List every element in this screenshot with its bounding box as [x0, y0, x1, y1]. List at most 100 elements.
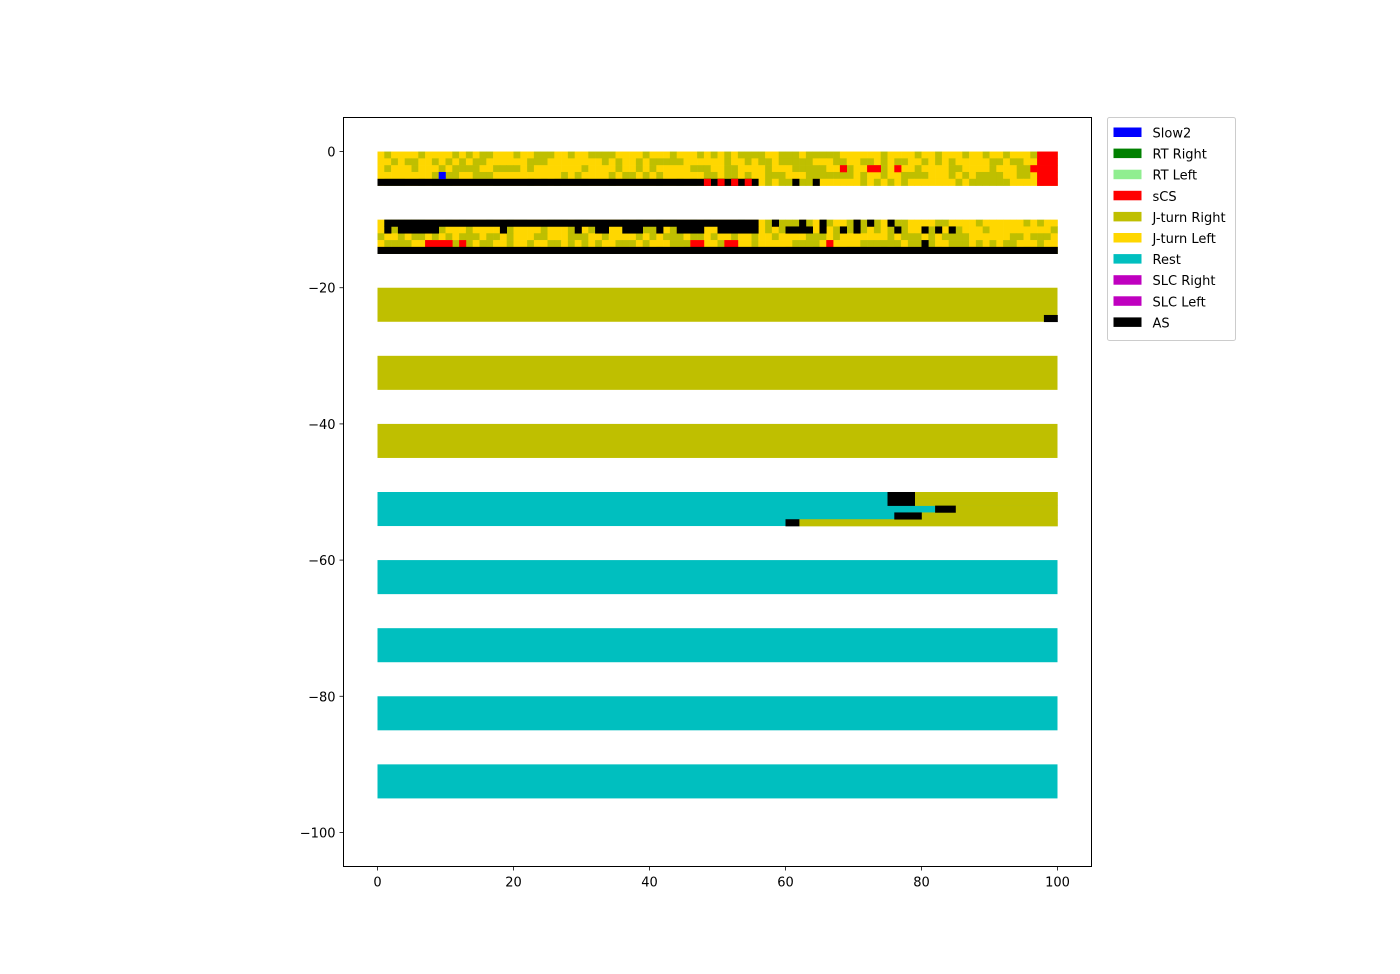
heatmap-cell: [921, 165, 929, 173]
heatmap-cell: [839, 233, 847, 241]
heatmap-cell: [710, 226, 718, 234]
x-tick-label: 80: [913, 876, 930, 891]
heatmap-cell: [384, 165, 392, 173]
heatmap-cell: [894, 178, 902, 186]
heatmap-cell: [941, 158, 949, 166]
heatmap-cell: [459, 165, 467, 173]
heatmap-cell: [377, 240, 385, 248]
band-0: [377, 151, 1058, 186]
heatmap-cell: [703, 165, 711, 173]
heatmap-cell: [812, 233, 820, 241]
heatmap-cell: [629, 158, 637, 166]
legend-swatch: [1113, 169, 1142, 180]
heatmap-cell: [1003, 233, 1011, 241]
heatmap-cell: [683, 165, 691, 173]
heatmap-cell: [778, 240, 786, 248]
heatmap-cell: [642, 240, 650, 248]
heatmap-cell: [547, 158, 555, 166]
heatmap-cell: [676, 151, 684, 159]
heatmap-cell: [792, 233, 800, 241]
heatmap-cell: [391, 165, 399, 173]
heatmap-cell: [846, 240, 854, 248]
heatmap-cell: [635, 158, 643, 166]
heatmap-cell: [941, 151, 949, 159]
heatmap-cell: [703, 240, 711, 248]
heatmap-cell: [1016, 219, 1024, 227]
heatmap-cell: [833, 233, 841, 241]
heatmap-cell: [601, 171, 609, 180]
heatmap-cell: [1016, 165, 1024, 173]
heatmap-segment-jturn_right: [935, 505, 1058, 513]
heatmap-cell: [989, 219, 997, 227]
heatmap-cell: [982, 151, 990, 159]
heatmap-cell: [459, 171, 467, 180]
heatmap-segment-as: [799, 219, 807, 227]
heatmap-cell: [996, 233, 1004, 241]
heatmap-cell: [642, 233, 650, 241]
heatmap-cell: [615, 226, 623, 234]
heatmap-cell: [731, 233, 739, 241]
heatmap-cell: [996, 219, 1004, 227]
heatmap-cell: [880, 233, 888, 241]
heatmap-cell: [540, 165, 548, 173]
heatmap-cell: [873, 240, 881, 248]
heatmap-segment-as: [935, 505, 956, 513]
heatmap-cell: [955, 240, 963, 248]
heatmap-cell: [1043, 240, 1051, 248]
heatmap-cell: [880, 219, 888, 227]
heatmap-cell: [486, 158, 494, 166]
heatmap-cell: [561, 240, 569, 248]
heatmap-cell: [955, 151, 963, 159]
heatmap-cell: [1003, 171, 1011, 180]
heatmap-cell: [996, 226, 1004, 234]
heatmap-cell: [901, 240, 909, 248]
heatmap-cell: [506, 240, 514, 248]
heatmap-cell: [472, 158, 480, 166]
heatmap-cell: [948, 233, 956, 241]
heatmap-cell: [744, 240, 752, 248]
heatmap-cell: [472, 226, 480, 234]
heatmap-cell: [989, 165, 997, 173]
heatmap-cell: [1050, 240, 1058, 248]
heatmap-cell: [989, 178, 997, 186]
heatmap-cell: [962, 171, 970, 180]
heatmap-cell: [969, 151, 977, 159]
heatmap-cell: [758, 151, 766, 159]
heatmap-cell: [486, 165, 494, 173]
y-axis: 0 −20 −40 −60 −80 −100: [300, 146, 344, 841]
heatmap-cell: [955, 158, 963, 166]
heatmap-cell: [955, 226, 963, 234]
heatmap-cell: [751, 233, 759, 241]
y-tick-label: −100: [300, 826, 336, 841]
heatmap-cell: [860, 240, 868, 248]
heatmap-cell: [996, 151, 1004, 159]
band-fill: [377, 423, 1058, 458]
band-fill: [377, 696, 1058, 731]
heatmap-cell: [540, 151, 548, 159]
heatmap-cell: [812, 165, 820, 173]
heatmap-cell: [935, 240, 943, 248]
heatmap-cell: [513, 158, 521, 166]
heatmap-cell: [533, 233, 541, 241]
heatmap-cell: [452, 165, 460, 173]
heatmap-cell: [880, 165, 888, 173]
heatmap-cell: [969, 226, 977, 234]
heatmap-cell: [649, 165, 657, 173]
heatmap-cell: [996, 165, 1004, 173]
heatmap-cell: [567, 226, 575, 234]
heatmap-cell: [697, 151, 705, 159]
heatmap-cell: [506, 158, 514, 166]
heatmap-cell: [826, 226, 834, 234]
heatmap-cell: [975, 158, 983, 166]
heatmap-cell: [520, 151, 528, 159]
heatmap-cell: [737, 240, 745, 248]
heatmap-cell: [567, 171, 575, 180]
heatmap-cell: [833, 178, 841, 186]
heatmap-cell: [418, 171, 426, 180]
heatmap-cell: [1030, 178, 1038, 186]
heatmap-cell: [554, 233, 562, 241]
legend-label: J-turn Left: [1152, 232, 1216, 247]
heatmap-cell: [513, 151, 521, 159]
heatmap-cell: [1050, 233, 1058, 241]
heatmap-cell: [853, 165, 861, 173]
